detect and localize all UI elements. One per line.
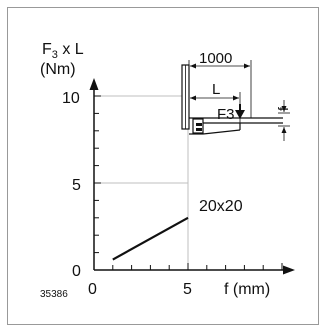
series-line-20x20 [112, 216, 189, 261]
inset-beam-sketch: 1000 L F3 f [181, 50, 291, 141]
dim-L-arrow-right [233, 95, 239, 101]
dim-L-arrow-left [190, 95, 196, 101]
y-tick-label-5: 5 [72, 177, 81, 194]
grid [94, 83, 189, 270]
curve-label: 20x20 [199, 198, 243, 215]
ticks [94, 95, 283, 270]
clamp-detail-1 [196, 123, 202, 126]
y-axis-arrow [89, 78, 99, 90]
deflection-arrowhead-top [281, 106, 287, 112]
dim-1000-arrow-right [244, 63, 250, 69]
y-axis-unit: (Nm) [40, 61, 76, 78]
force-label: F3 [217, 106, 235, 123]
y-tick-label-0: 0 [72, 263, 81, 280]
dim-L-label: L [212, 81, 220, 98]
figure-id: 35386 [40, 289, 68, 300]
x-axis-label: f (mm) [224, 281, 270, 298]
series-group [112, 216, 189, 261]
deflection-arrowhead-bottom [281, 127, 287, 133]
x-axis-arrow [283, 265, 295, 275]
dim-1000-arrow-left [190, 63, 196, 69]
dim-1000-label: 1000 [199, 50, 232, 67]
x-tick-label-5: 5 [183, 281, 192, 298]
beam-lower-edge [202, 129, 241, 135]
force-arrow-head [235, 110, 245, 119]
frame-border [7, 7, 319, 325]
x-tick-label-0: 0 [88, 281, 97, 298]
clamp-detail-2 [196, 128, 202, 131]
deflection-label: f [275, 107, 291, 111]
y-tick-label-10: 10 [62, 90, 80, 107]
y-axis-label: F3 x L [42, 41, 84, 61]
